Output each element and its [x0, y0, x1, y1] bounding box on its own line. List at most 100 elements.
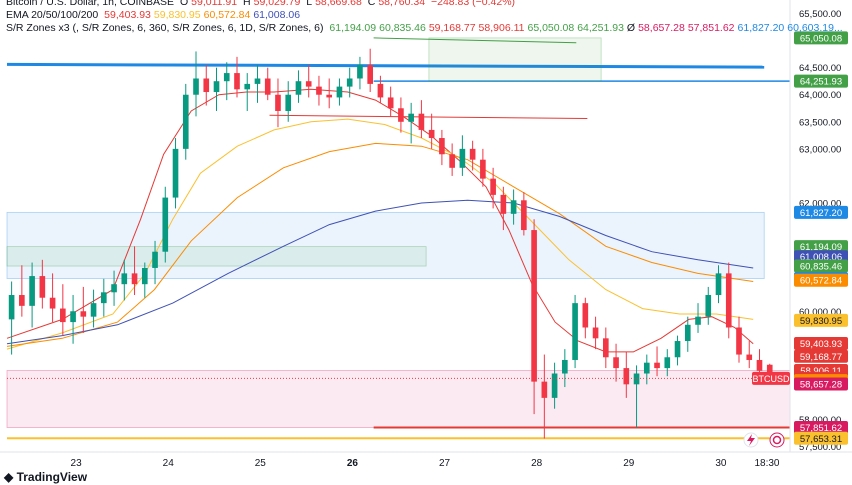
- chart-title-row: Bitcoin / U.S. Dollar, 1h, COINBASE O 59,…: [6, 0, 518, 8]
- price-label-text: 58,906.11: [800, 366, 842, 377]
- sr-value-7: 58,657.28: [638, 22, 685, 34]
- candle-body-9: [100, 292, 107, 304]
- sr-value-8: 57,851.62: [687, 22, 735, 34]
- x-tick-label: 25: [255, 458, 267, 469]
- candle-44: [459, 135, 466, 176]
- candle-47: [490, 167, 496, 209]
- candle-60: [623, 351, 630, 398]
- price-label-text: 60,572.84: [800, 276, 842, 287]
- candle-body-26: [275, 94, 281, 111]
- ohlc-close: 58,760.34: [378, 0, 426, 8]
- candle-3: [39, 259, 46, 309]
- candle-body-65: [674, 341, 681, 358]
- candle-37: [387, 86, 394, 117]
- candle-8: [90, 289, 97, 328]
- candle-70: [725, 262, 732, 339]
- price-label-text: 61,827.20: [800, 208, 842, 219]
- price-label-bg-1: [794, 74, 848, 88]
- candle-31: [326, 78, 333, 109]
- price-label-bg-16: [794, 431, 848, 445]
- candle-body-62: [643, 362, 650, 374]
- candle-38: [398, 97, 404, 133]
- price-label-text: 59,403.93: [800, 339, 842, 350]
- candle-49: [510, 189, 517, 225]
- candle-body-16: [172, 148, 179, 198]
- x-tick-label: 30: [715, 458, 727, 469]
- sr-legend-row[interactable]: S/R Zones x3 (, S/R Zones, 6, 360, S/R Z…: [6, 22, 849, 34]
- candle-body-32: [336, 86, 343, 98]
- candle-53: [551, 362, 558, 409]
- candle-body-67: [695, 316, 701, 325]
- y-tick-label: 63,000.00: [799, 144, 841, 155]
- ohlc-low: 58,669.68: [315, 0, 362, 8]
- ema-line-2: [6, 142, 754, 347]
- candle-51: [531, 219, 537, 415]
- flash-icon[interactable]: [743, 432, 759, 448]
- price-label: 61,827.20: [794, 205, 848, 219]
- candle-11: [121, 259, 128, 301]
- candle-body-51: [531, 230, 537, 382]
- sr-value-3: 58,906.11: [478, 22, 525, 34]
- flash-icon-glyph: [747, 434, 755, 446]
- x-tick-label: 29: [623, 458, 635, 469]
- price-label: 59,830.95: [794, 313, 848, 327]
- candle-40: [418, 100, 425, 139]
- price-label: 64,251.93: [794, 74, 848, 88]
- candle-0: [8, 281, 15, 355]
- candle-33: [346, 67, 353, 98]
- ema-legend-row[interactable]: EMA 20/50/100/200 59,403.93 59,830.95 60,5…: [6, 9, 306, 21]
- candle-body-47: [490, 178, 496, 195]
- candle-6: [70, 295, 76, 344]
- candle-13: [141, 262, 148, 298]
- candle-body-28: [295, 81, 302, 95]
- price-label: 57,851.62: [794, 421, 848, 435]
- candle-body-19: [203, 78, 210, 93]
- price-label: 65,050.08: [794, 31, 848, 45]
- candle-18: [193, 51, 199, 117]
- candle-69: [715, 265, 722, 304]
- x-tick-label: 26: [347, 458, 359, 469]
- price-label-text: 61,194.09: [800, 242, 842, 253]
- candle-body-36: [377, 83, 384, 98]
- candle-body-25: [264, 78, 271, 95]
- candle-body-49: [510, 200, 517, 214]
- candle-48: [500, 186, 507, 231]
- candle-body-43: [449, 154, 455, 168]
- candle-50: [521, 192, 527, 236]
- x-tick-label: 24: [163, 458, 175, 469]
- candle-64: [664, 349, 671, 377]
- currency-icon[interactable]: [769, 432, 785, 448]
- candle-body-5: [60, 308, 66, 323]
- price-label-bg-8: [794, 313, 848, 327]
- price-label-bg-10: [794, 349, 848, 363]
- candle-body-45: [469, 148, 476, 160]
- ema-legend-label: EMA 20/50/100/200: [6, 9, 99, 21]
- candle-body-42: [439, 138, 445, 155]
- candle-body-57: [592, 327, 599, 339]
- candle-65: [674, 335, 681, 366]
- candle-26: [275, 78, 281, 128]
- sr-legend-values: 61,194.09 60,835.46 59,168.77 58,906.11 65,0…: [329, 22, 845, 34]
- candle-10: [111, 270, 117, 306]
- price-label: 58,657.28: [794, 377, 848, 391]
- tradingview-logo[interactable]: ◆ TradingView: [4, 470, 87, 484]
- candle-body-64: [664, 357, 671, 369]
- sr-level-line-9: [269, 114, 588, 120]
- sr-level-line-1: [6, 62, 765, 69]
- candle-45: [469, 140, 476, 171]
- sr-value-10: 60,603.19...: [787, 22, 843, 34]
- tradingview-logo-text: TradingView: [16, 470, 88, 484]
- candle-68: [705, 286, 712, 325]
- candle-body-30: [316, 86, 322, 95]
- price-label: 59,403.93: [794, 337, 848, 351]
- sr-value-2: 59,168.77: [428, 22, 476, 34]
- y-tick-label: 60,000.00: [799, 307, 841, 318]
- price-label-text: 61,008.06: [800, 252, 842, 263]
- candle-body-14: [152, 251, 158, 268]
- price-label-bg-14: [794, 377, 848, 391]
- candle-62: [643, 354, 650, 385]
- candle-20: [213, 67, 220, 111]
- candle-body-3: [39, 276, 46, 298]
- candle-58: [602, 327, 609, 369]
